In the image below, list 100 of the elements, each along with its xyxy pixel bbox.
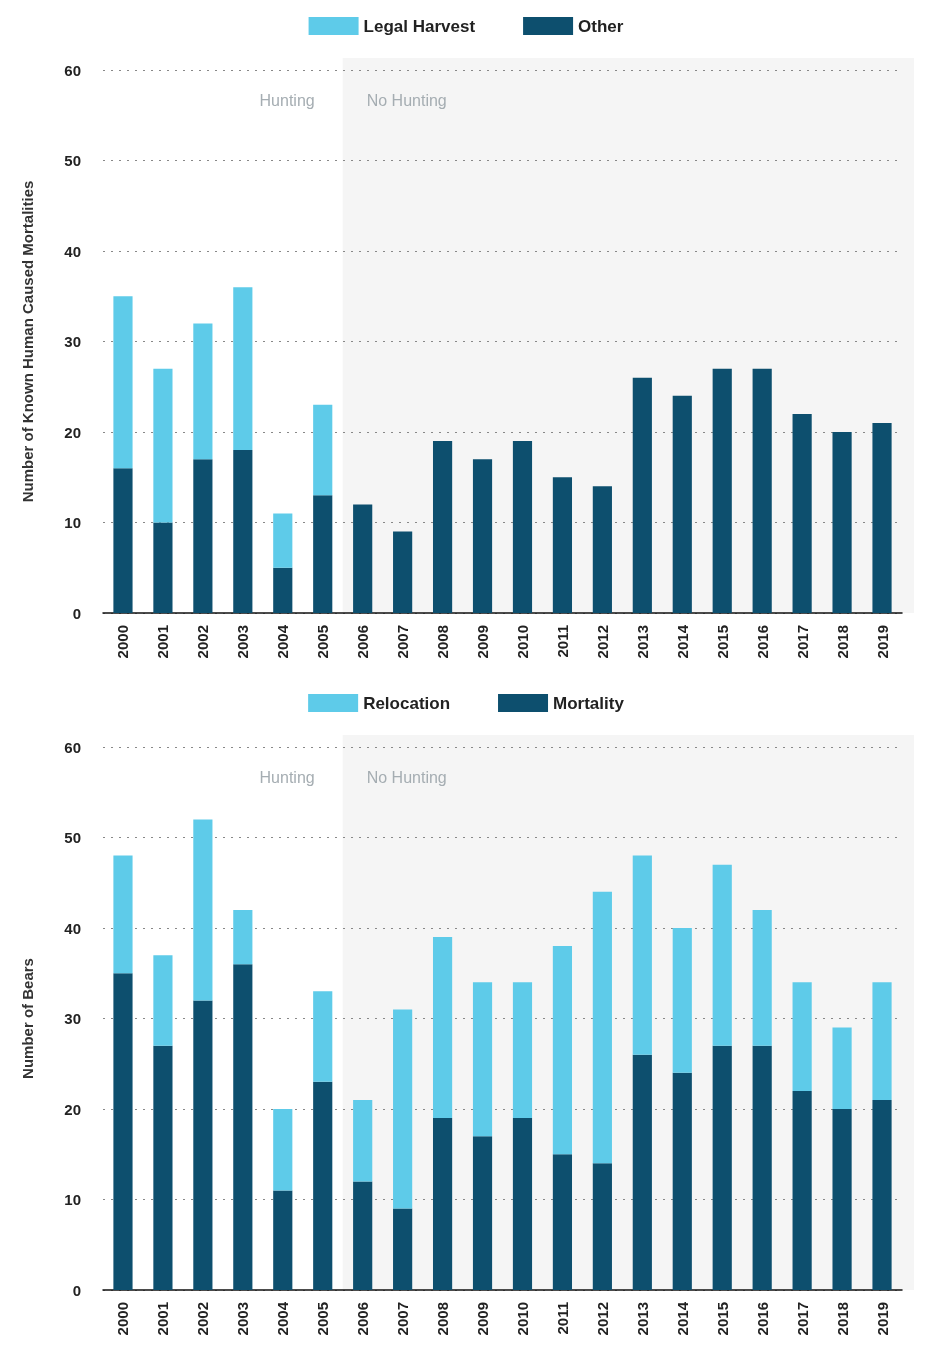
bar xyxy=(592,1163,612,1290)
x-tick-label: 2014 xyxy=(673,624,691,659)
x-tick-label: 2001 xyxy=(154,1302,172,1336)
bar xyxy=(832,1109,852,1290)
bar xyxy=(353,1099,373,1182)
band-label: No Hunting xyxy=(366,91,447,109)
bar xyxy=(672,1072,692,1290)
x-tick-label: 2018 xyxy=(833,1302,851,1336)
x-tick-label: 2008 xyxy=(434,625,452,659)
bar xyxy=(472,982,493,1137)
bar xyxy=(632,377,652,613)
bar xyxy=(393,1009,413,1209)
y-tick-label: 30 xyxy=(64,1010,81,1027)
y-tick-label: 40 xyxy=(64,919,81,937)
x-tick-label: 2010 xyxy=(513,625,531,659)
bar xyxy=(233,909,253,965)
x-tick-label: 2002 xyxy=(194,1302,212,1336)
x-tick-label: 2007 xyxy=(394,1302,412,1336)
bar xyxy=(672,928,692,1073)
bar xyxy=(512,441,533,613)
x-tick-label: 2012 xyxy=(593,1302,611,1336)
bar xyxy=(353,1181,373,1290)
y-tick-label: 50 xyxy=(64,152,81,169)
bar xyxy=(752,909,772,1046)
bar xyxy=(153,522,173,613)
bar xyxy=(273,567,293,613)
x-tick-label: 2019 xyxy=(873,625,891,659)
bar xyxy=(432,1118,453,1290)
x-tick-label: 2018 xyxy=(833,625,851,659)
bar xyxy=(712,864,732,1046)
bar xyxy=(313,991,333,1082)
bar xyxy=(113,468,133,613)
x-tick-label: 2000 xyxy=(114,1302,132,1336)
legend-label: Other xyxy=(578,16,624,36)
bar xyxy=(113,296,133,469)
x-tick-label: 2002 xyxy=(194,625,212,659)
bar xyxy=(872,422,892,613)
bar xyxy=(393,531,413,613)
bar xyxy=(113,855,133,974)
bar xyxy=(233,964,253,1290)
annotation: Hunting xyxy=(259,91,315,109)
bar xyxy=(393,1208,413,1290)
y-tick-label: 40 xyxy=(64,242,81,260)
x-tick-label: 2017 xyxy=(793,1302,811,1336)
bar xyxy=(313,1081,333,1290)
x-tick-label: 2009 xyxy=(474,625,492,659)
x-tick-label: 2003 xyxy=(234,1302,252,1336)
x-tick-label: 2012 xyxy=(593,625,611,659)
x-tick-label: 2013 xyxy=(633,625,651,659)
y-tick-label: 60 xyxy=(64,738,81,756)
y-tick-label: 20 xyxy=(64,423,81,441)
x-tick-label: 2010 xyxy=(513,1302,531,1336)
legend-label: Relocation xyxy=(363,693,451,713)
bar xyxy=(592,891,612,1164)
bar xyxy=(153,368,173,523)
y-tick-label: 50 xyxy=(64,829,81,846)
x-tick-label: 2005 xyxy=(314,1302,332,1336)
bar xyxy=(632,1054,652,1290)
y-axis-title: Number of Known Human Caused Mortalities xyxy=(19,180,36,503)
bar xyxy=(592,486,612,613)
bar xyxy=(313,495,333,613)
bar xyxy=(512,1118,533,1290)
bar xyxy=(193,323,213,460)
annotation: Hunting xyxy=(259,768,315,786)
y-axis-title: Number of Bears xyxy=(19,958,36,1079)
x-tick-label: 2004 xyxy=(274,1301,292,1336)
bar xyxy=(512,982,533,1119)
bar xyxy=(872,982,892,1100)
bar xyxy=(552,1154,573,1290)
bar xyxy=(233,450,253,613)
bar xyxy=(672,395,692,613)
x-tick-label: 2011 xyxy=(553,1302,571,1335)
y-tick-label: 0 xyxy=(72,1281,81,1299)
bar xyxy=(832,432,852,613)
bar xyxy=(712,1045,732,1290)
bar xyxy=(872,1099,892,1290)
bar xyxy=(552,946,573,1155)
x-tick-label: 2013 xyxy=(633,1302,651,1336)
bar xyxy=(233,287,253,451)
bar xyxy=(552,477,573,613)
bar xyxy=(313,404,333,496)
x-tick-label: 2007 xyxy=(394,625,412,659)
bar xyxy=(632,855,652,1055)
x-tick-label: 2011 xyxy=(553,625,571,658)
bar xyxy=(712,368,732,613)
bar xyxy=(193,459,213,613)
x-tick-label: 2005 xyxy=(314,625,332,659)
bar xyxy=(153,1045,173,1290)
bar xyxy=(752,1045,772,1290)
legend-label: Legal Harvest xyxy=(363,16,476,36)
bar xyxy=(353,504,373,613)
y-tick-label: 30 xyxy=(64,333,81,350)
y-tick-label: 20 xyxy=(64,1100,81,1118)
y-tick-label: 10 xyxy=(64,514,81,531)
x-tick-label: 2014 xyxy=(673,1301,691,1336)
y-tick-label: 10 xyxy=(64,1191,81,1208)
x-tick-label: 2019 xyxy=(873,1302,891,1336)
bar xyxy=(752,368,772,613)
x-tick-label: 2004 xyxy=(274,624,292,659)
band-label: No Hunting xyxy=(366,768,447,786)
